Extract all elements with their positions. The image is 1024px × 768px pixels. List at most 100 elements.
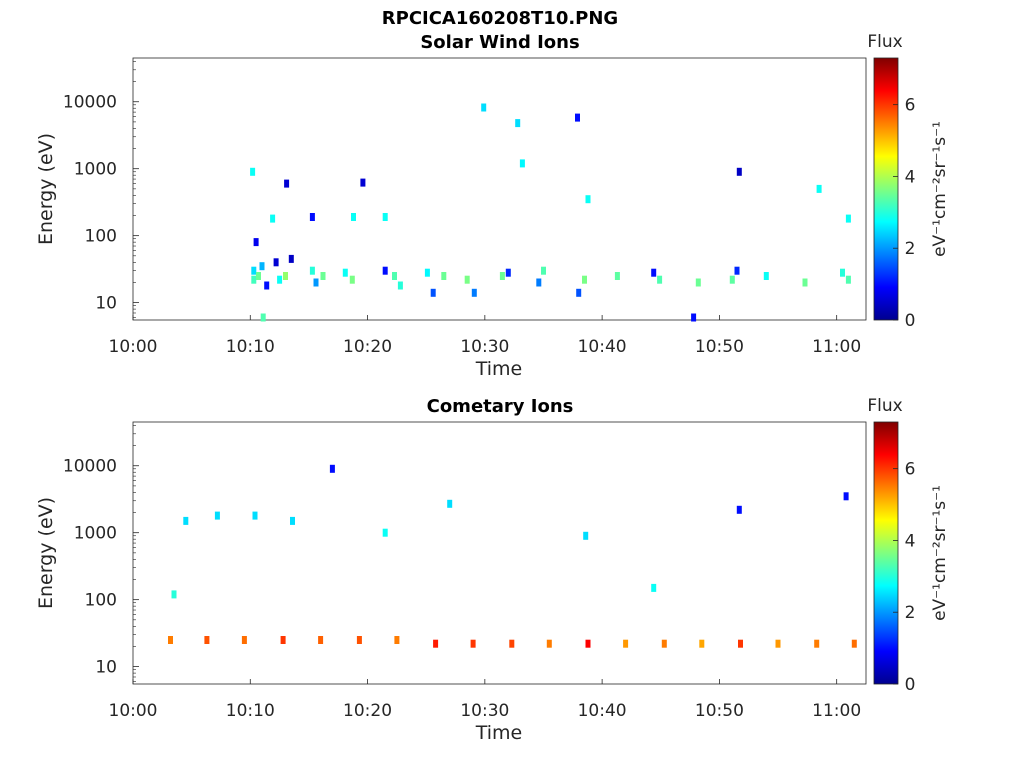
- heatmap-cell: [320, 272, 326, 280]
- heatmap-cell: [775, 639, 781, 648]
- heatmap-cell: [284, 179, 290, 188]
- heatmap-cell: [505, 268, 511, 277]
- heatmap-cell: [342, 268, 348, 277]
- heatmap-cell: [661, 639, 667, 648]
- heatmap-cell: [329, 464, 335, 473]
- y-tick-label: 10000: [63, 93, 117, 113]
- x-axis-label: Time: [475, 358, 523, 380]
- heatmap-cell: [585, 639, 591, 648]
- heatmap-cell: [736, 167, 742, 176]
- heatmap-cell: [763, 272, 769, 280]
- heatmap-cell: [250, 167, 256, 176]
- colorbar-ticks: 0 2 4 6: [893, 460, 915, 695]
- heatmap-cell: [241, 636, 247, 644]
- heatmap-cell: [251, 266, 257, 275]
- x-tick-label: 10:20: [343, 337, 392, 357]
- heatmap-cell: [280, 636, 286, 644]
- heatmap-cell: [313, 278, 319, 287]
- heatmap-cell: [204, 636, 210, 644]
- heatmap-cell: [251, 275, 257, 284]
- x-tick-label: 10:00: [109, 701, 158, 721]
- colorbar-tick-label: 4: [905, 167, 916, 187]
- x-tick-label: 10:40: [578, 337, 627, 357]
- heatmap-cell: [253, 238, 259, 247]
- heatmap-cell: [845, 275, 851, 284]
- heatmap-cell: [430, 288, 436, 297]
- heatmap-cell: [351, 213, 356, 221]
- x-tick-label: 10:00: [109, 337, 158, 357]
- solar-wind-panel: Solar Wind Ions 10:00 10:10 10:20 10:30 10:4…: [35, 32, 950, 380]
- heatmap-cell: [424, 268, 430, 277]
- heatmap-cell: [309, 213, 315, 221]
- heatmap-cell: [382, 528, 388, 537]
- heatmap-cells: [168, 464, 857, 648]
- heatmap-cell: [270, 214, 276, 223]
- heatmap-cell: [464, 275, 470, 284]
- heatmap-cell: [583, 531, 589, 540]
- heatmap-cell: [471, 288, 477, 297]
- colorbar: [873, 57, 899, 321]
- heatmap-cell: [851, 639, 857, 648]
- heatmap-cell: [447, 499, 453, 508]
- heatmap-cell: [171, 590, 177, 599]
- heatmap-cell: [729, 275, 735, 284]
- colorbar-tick-label: 0: [905, 675, 916, 695]
- colorbar-tick-label: 2: [905, 239, 916, 259]
- heatmap-cell: [481, 103, 487, 112]
- heatmap-cell: [356, 636, 362, 644]
- heatmap-cell: [256, 272, 261, 280]
- heatmap-cell: [814, 639, 820, 648]
- heatmap-cell: [840, 268, 845, 277]
- y-tick-label: 1000: [74, 524, 117, 544]
- heatmap-cell: [614, 272, 620, 280]
- heatmap-cell: [546, 639, 552, 648]
- y-tick-label: 100: [85, 227, 117, 247]
- x-tick-label: 10:50: [695, 337, 744, 357]
- heatmap-cell: [651, 268, 657, 277]
- heatmap-cell: [309, 266, 315, 275]
- heatmap-cell: [433, 639, 439, 648]
- heatmap-cell: [277, 275, 283, 284]
- heatmap-cell: [441, 272, 447, 280]
- x-tick-label: 10:10: [226, 337, 275, 357]
- heatmap-cell: [736, 505, 742, 514]
- heatmap-cell: [283, 272, 288, 280]
- y-tick-label: 10: [95, 294, 117, 314]
- panel-title: Cometary Ions: [427, 396, 574, 417]
- heatmap-cell: [734, 266, 740, 275]
- colorbar: [873, 421, 899, 685]
- y-axis-ticks: 10 100 1000 10000: [63, 425, 139, 682]
- colorbar-tick-label: 6: [905, 460, 916, 480]
- colorbar-tick-label: 2: [905, 603, 916, 623]
- x-axis-label: Time: [475, 722, 523, 744]
- heatmap-cell: [585, 195, 591, 204]
- panel-title: Solar Wind Ions: [420, 32, 579, 53]
- heatmap-cell: [582, 275, 587, 284]
- heatmap-cell: [394, 636, 400, 644]
- heatmap-cell: [816, 184, 822, 193]
- colorbar-tick-label: 4: [905, 531, 916, 551]
- cometary-panel: Cometary Ions 10:00 10:10 10:20 10:30 10:40 1…: [35, 396, 950, 744]
- heatmap-cell: [259, 262, 265, 271]
- colorbar-tick-label: 0: [905, 311, 916, 331]
- heatmap-cell: [843, 492, 849, 501]
- heatmap-cell: [273, 258, 279, 267]
- y-axis-label: Energy (eV): [35, 497, 57, 609]
- colorbar-title: Flux: [867, 396, 902, 416]
- heatmap-cell: [738, 639, 743, 648]
- heatmap-cells: [250, 103, 851, 322]
- heatmap-cell: [382, 266, 388, 275]
- heatmap-cell: [695, 278, 701, 287]
- x-tick-label: 10:50: [695, 701, 744, 721]
- x-tick-label: 10:20: [343, 701, 392, 721]
- heatmap-cell: [519, 159, 525, 168]
- heatmap-cell: [349, 275, 355, 284]
- heatmap-cell: [360, 178, 366, 187]
- heatmap-cell: [260, 313, 266, 322]
- heatmap-cell: [802, 278, 808, 287]
- heatmap-cell: [290, 516, 295, 525]
- x-axis-ticks: 10:00 10:10 10:20 10:30 10:40 10:50 11:00: [109, 315, 861, 357]
- plot-area: [132, 57, 867, 321]
- heatmap-cell: [699, 639, 705, 648]
